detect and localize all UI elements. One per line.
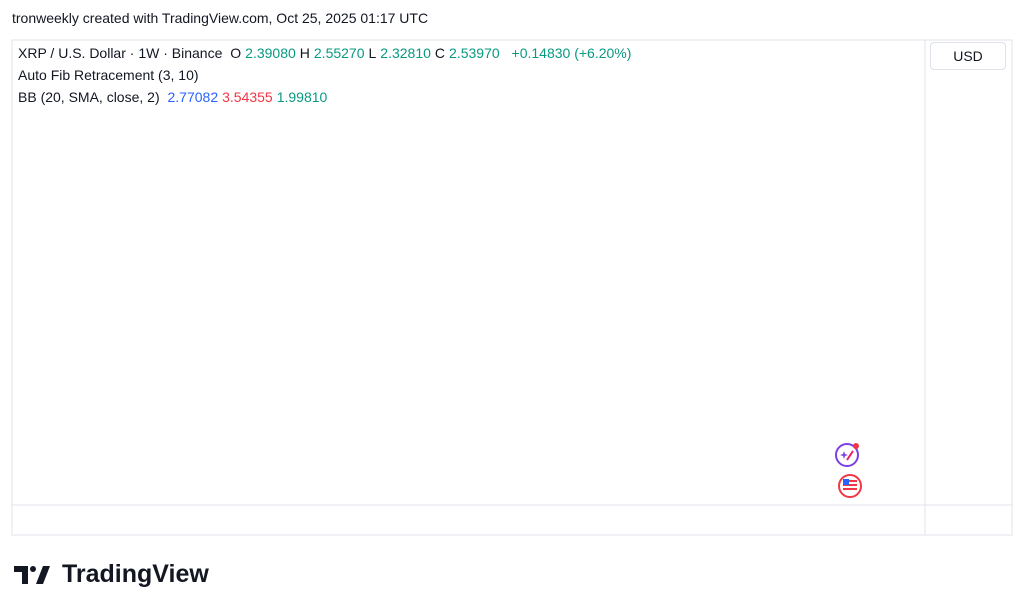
- fib-legend: Auto Fib Retracement (3, 10): [18, 67, 203, 83]
- bb-legend: BB (20, SMA, close, 2) 2.77082 3.54355 1.9…: [18, 89, 331, 105]
- ohlc-key: C: [434, 45, 446, 61]
- ohlc-value: 2.55270: [313, 45, 365, 61]
- ohlc-value: 2.39080: [245, 45, 296, 61]
- symbol-title: XRP / U.S. Dollar · 1W · Binance: [18, 45, 223, 61]
- brand: TradingView: [62, 560, 209, 588]
- indicator-name: Auto Fib Retracement (3, 10): [18, 67, 199, 83]
- ohlc-key: L: [368, 45, 377, 61]
- ohlc-value: 2.53970: [449, 45, 500, 61]
- symbol-legend: XRP / U.S. Dollar · 1W · Binance O 2.3908…: [18, 45, 635, 61]
- flag-icon[interactable]: [838, 474, 862, 498]
- chart-frame: [11, 39, 1013, 536]
- bb-value: 1.99810: [276, 89, 328, 105]
- ohlc-value: 2.32810: [380, 45, 431, 61]
- attribution: tronweekly created with TradingView.com,…: [12, 10, 429, 26]
- indicator-name: BB (20, SMA, close, 2): [18, 89, 160, 105]
- brand-logo: [14, 566, 50, 584]
- bb-value: 2.77082: [167, 89, 219, 105]
- ohlc-values: O 2.39080 H 2.55270 L 2.32810 C 2.53970: [230, 45, 503, 61]
- currency[interactable]: USD: [930, 42, 1006, 70]
- ohlc-key: H: [299, 45, 310, 61]
- bb-value: 3.54355: [222, 89, 273, 105]
- ohlc-key: O: [230, 45, 242, 61]
- sparkle-icon[interactable]: [835, 443, 859, 467]
- change: +0.14830 (+6.20%): [511, 45, 632, 61]
